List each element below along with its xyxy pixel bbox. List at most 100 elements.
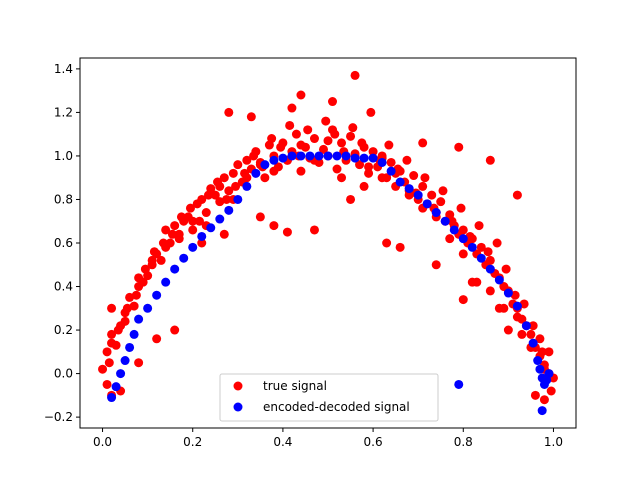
encoded-decoded-point <box>535 364 545 374</box>
series-0 <box>98 70 558 405</box>
true-signal-point <box>337 173 347 183</box>
encoded-decoded-point <box>305 151 315 161</box>
true-signal-point <box>201 208 211 218</box>
encoded-decoded-point <box>314 151 324 161</box>
plot-frame <box>79 57 577 429</box>
true-signal-point <box>458 249 468 259</box>
encoded-decoded-point <box>120 356 130 366</box>
encoded-decoded-point <box>494 275 504 285</box>
y-tick-label: 0.8 <box>54 192 73 206</box>
true-signal-point <box>454 142 464 152</box>
encoded-decoded-point <box>413 190 423 200</box>
true-signal-point <box>213 177 223 187</box>
encoded-decoded-point <box>544 369 554 379</box>
series-1 <box>107 151 554 416</box>
true-signal-point <box>233 160 243 170</box>
encoded-decoded-point <box>528 338 538 348</box>
true-signal-point <box>386 157 396 167</box>
true-signal-point <box>357 138 367 148</box>
encoded-decoded-point <box>359 153 369 163</box>
encoded-decoded-point <box>197 231 207 241</box>
encoded-decoded-point <box>332 151 342 161</box>
true-signal-point <box>364 162 374 172</box>
true-signal-point <box>246 112 256 122</box>
true-signal-point <box>346 194 356 204</box>
encoded-decoded-point <box>485 264 495 274</box>
true-signal-point <box>474 221 484 231</box>
x-tick-label: 0.0 <box>93 435 112 449</box>
true-signal-point <box>161 225 171 235</box>
encoded-decoded-point <box>512 301 522 311</box>
true-signal-point <box>510 290 520 300</box>
true-signal-point <box>382 238 392 248</box>
encoded-decoded-point <box>134 314 144 324</box>
legend-label-encoded-decoded: encoded-decoded signal <box>263 400 410 414</box>
x-tick-label: 0.6 <box>364 435 383 449</box>
true-signal-point <box>512 190 522 200</box>
true-signal-point <box>194 216 204 226</box>
true-signal-point <box>134 273 144 283</box>
true-signal-point <box>269 221 279 231</box>
true-signal-point <box>458 295 468 305</box>
true-signal-point <box>158 238 168 248</box>
true-signal-point <box>296 90 306 100</box>
true-signal-point <box>528 321 538 331</box>
encoded-decoded-point <box>143 303 153 313</box>
true-signal-point <box>174 229 184 239</box>
encoded-decoded-point <box>296 151 306 161</box>
true-signal-point <box>519 299 529 309</box>
true-signal-point <box>309 134 319 144</box>
encoded-decoded-point <box>260 160 270 170</box>
true-signal-point <box>418 138 428 148</box>
true-signal-point <box>323 136 333 146</box>
true-signal-point <box>355 160 365 170</box>
encoded-decoded-point <box>161 277 171 287</box>
true-signal-point <box>384 140 394 150</box>
true-signal-point <box>122 303 132 313</box>
true-signal-point <box>476 242 486 252</box>
encoded-decoded-point <box>129 329 139 339</box>
encoded-decoded-point <box>251 168 261 178</box>
true-signal-point <box>492 238 502 248</box>
encoded-decoded-point <box>503 288 513 298</box>
true-signal-point <box>535 334 545 344</box>
true-signal-point <box>330 129 340 139</box>
true-signal-point <box>129 301 139 311</box>
y-tick-label: 0.6 <box>54 236 73 250</box>
true-signal-point <box>188 216 198 226</box>
y-tick-label: 1.0 <box>54 149 73 163</box>
true-signal-point <box>224 107 234 117</box>
true-signal-point <box>131 290 141 300</box>
encoded-decoded-point <box>467 242 477 252</box>
true-signal-point <box>111 340 121 350</box>
true-signal-point <box>456 203 466 213</box>
encoded-decoded-point <box>323 151 333 161</box>
encoded-decoded-point <box>170 264 180 274</box>
true-signal-point <box>282 227 292 237</box>
true-signal-point <box>176 212 186 222</box>
true-signal-point <box>219 173 229 183</box>
encoded-decoded-point <box>125 342 135 352</box>
encoded-decoded-point <box>224 205 234 215</box>
true-signal-point <box>197 238 207 248</box>
encoded-decoded-point <box>215 214 225 224</box>
true-signal-point <box>242 173 252 183</box>
true-signal-point <box>526 329 536 339</box>
true-signal-point <box>249 151 259 161</box>
true-signal-point <box>134 358 144 368</box>
true-signal-point <box>348 123 358 133</box>
x-tick-label: 1.0 <box>544 435 563 449</box>
true-signal-point <box>321 116 331 126</box>
true-signal-point <box>539 395 549 405</box>
encoded-decoded-point <box>179 253 189 263</box>
true-signal-point <box>120 316 130 326</box>
true-signal-point <box>366 107 376 117</box>
true-signal-point <box>276 142 286 152</box>
true-signal-point <box>503 325 513 335</box>
true-signal-point <box>318 144 328 154</box>
encoded-decoded-point <box>111 382 121 392</box>
encoded-decoded-point <box>368 153 378 163</box>
x-tick-label: 0.2 <box>183 435 202 449</box>
true-signal-point <box>467 277 477 287</box>
